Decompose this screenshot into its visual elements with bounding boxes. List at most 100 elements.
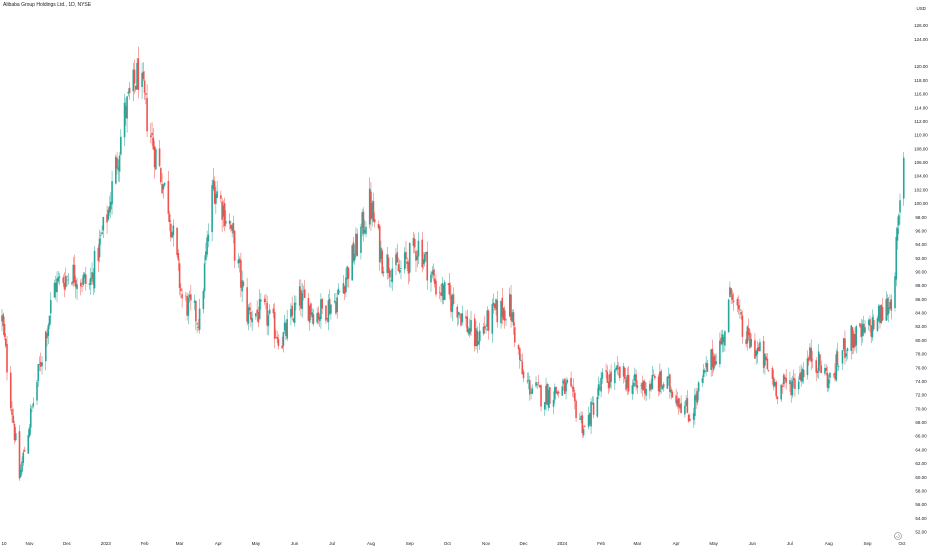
- candle-down: [335, 301, 337, 314]
- candle-up: [642, 380, 645, 391]
- candle-up: [283, 322, 286, 331]
- candle-up: [258, 299, 261, 320]
- candle-down: [671, 391, 674, 398]
- candle-down: [730, 288, 732, 295]
- candle-down: [71, 282, 73, 285]
- candle-up: [89, 277, 92, 285]
- candle-up: [241, 280, 243, 292]
- candle-down: [62, 277, 65, 284]
- candle-up: [301, 292, 303, 310]
- time-tick-label: Sep: [863, 541, 872, 546]
- candle-down: [872, 319, 875, 329]
- candle-up: [850, 325, 853, 351]
- candle-down: [413, 238, 416, 248]
- candle-down: [4, 338, 7, 346]
- candle-down: [677, 398, 680, 407]
- candle-up: [22, 452, 25, 463]
- candle-up: [461, 313, 464, 323]
- candle-up: [360, 226, 362, 253]
- candle-down: [766, 358, 769, 370]
- price-tick-label: 92.00: [915, 256, 927, 261]
- candle-up: [193, 300, 196, 303]
- candle-up: [290, 308, 292, 318]
- candle-up: [162, 184, 165, 190]
- candle-up: [791, 380, 794, 396]
- candle-down: [265, 301, 267, 302]
- candle-down: [325, 305, 327, 321]
- candle-down: [11, 408, 13, 416]
- time-tick-label: Jun: [749, 541, 757, 546]
- candle-down: [343, 286, 346, 294]
- candle-up: [225, 221, 227, 224]
- candle-up: [126, 96, 128, 119]
- candle-up: [207, 234, 210, 242]
- candle-down: [675, 395, 677, 404]
- candle-up: [337, 288, 340, 295]
- candle-down: [589, 413, 591, 425]
- candle-down: [762, 341, 765, 368]
- price-axis[interactable]: 52.00 54.00 56.00 58.00 60.00 62.00 64.00 66.00…: [914, 23, 928, 534]
- candle-down: [277, 338, 280, 346]
- candle-up: [386, 254, 389, 274]
- candle-up: [123, 102, 126, 138]
- candle-up: [797, 381, 800, 390]
- candle-down: [106, 214, 108, 223]
- candle-up: [57, 277, 60, 282]
- candle-down: [6, 343, 8, 373]
- candle-down: [125, 106, 127, 118]
- candle-down: [92, 272, 95, 285]
- price-tick-label: 56.00: [915, 502, 927, 507]
- time-axis[interactable]: 10 Nov Dec 2023 Feb Mar Apr May Jun Jul Aug Sep Oct N…: [1, 541, 906, 546]
- candle-down: [607, 381, 610, 389]
- candle-up: [861, 323, 864, 336]
- time-tick-label: Sep: [406, 541, 415, 546]
- candle-down: [512, 312, 515, 326]
- candle-down: [802, 370, 805, 378]
- candle-down: [807, 357, 810, 362]
- time-tick-label: 2023: [101, 541, 112, 546]
- candle-down: [476, 330, 479, 346]
- candle-up: [582, 428, 585, 436]
- candle-down: [426, 251, 429, 281]
- candle-up: [545, 385, 547, 404]
- candle-up: [645, 389, 647, 396]
- time-tick-label: Oct: [444, 541, 452, 546]
- candle-down: [706, 363, 709, 372]
- candle-down: [487, 310, 490, 331]
- time-tick-label: Aug: [825, 541, 834, 546]
- candle-up: [511, 312, 514, 322]
- candle-up: [76, 284, 78, 290]
- candle-up: [368, 188, 371, 225]
- candle-up: [652, 375, 655, 376]
- candle-up: [835, 354, 838, 381]
- time-tick-label: May: [709, 541, 718, 546]
- candle-down: [503, 310, 506, 321]
- candle-up: [117, 167, 120, 170]
- candle-down: [303, 289, 306, 298]
- candle-up: [799, 373, 801, 380]
- candle-up: [21, 461, 23, 472]
- candle-down: [859, 323, 861, 327]
- candle-up: [308, 305, 311, 323]
- candle-up: [29, 408, 32, 428]
- reset-scale-button[interactable]: [894, 532, 902, 540]
- candle-up: [801, 368, 804, 382]
- candle-down: [352, 242, 355, 262]
- candle-down: [81, 286, 83, 287]
- time-tick-label: Oct: [898, 541, 906, 546]
- candle-up: [746, 326, 749, 344]
- candle-down: [765, 356, 767, 361]
- candle-down: [771, 368, 774, 379]
- candle-down: [407, 261, 410, 274]
- candle-down: [326, 317, 328, 320]
- candle-up: [38, 363, 41, 365]
- candle-down: [257, 311, 260, 323]
- price-tick-label: 94.00: [915, 242, 927, 247]
- candle-up: [31, 406, 33, 408]
- candle-down: [276, 336, 278, 339]
- candle-down: [447, 283, 450, 286]
- candle-down: [521, 361, 524, 375]
- candle-up: [536, 383, 539, 385]
